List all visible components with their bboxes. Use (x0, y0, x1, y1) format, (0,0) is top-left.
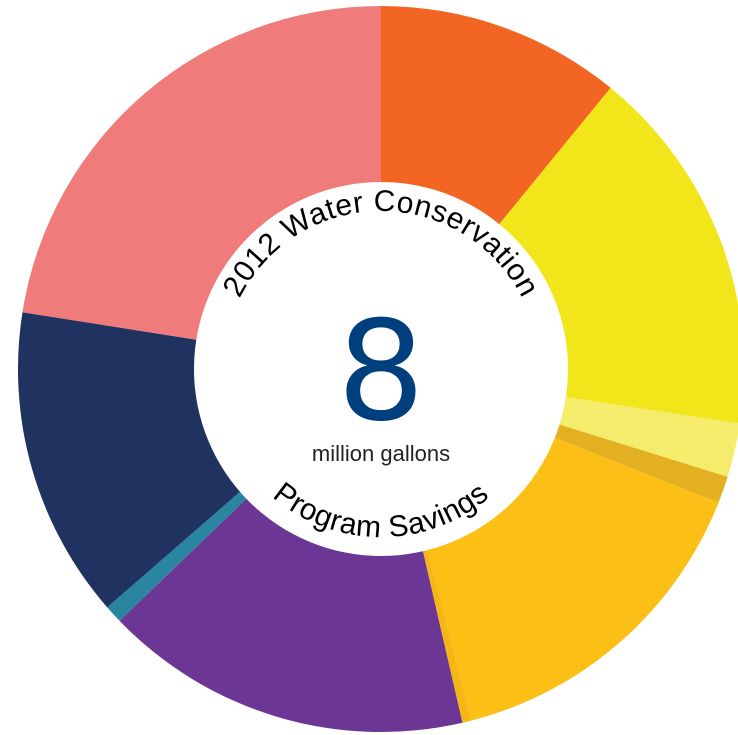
center-unit-label: million gallons (312, 441, 450, 466)
center-value: 8 (337, 291, 425, 452)
center-circle (194, 182, 568, 556)
